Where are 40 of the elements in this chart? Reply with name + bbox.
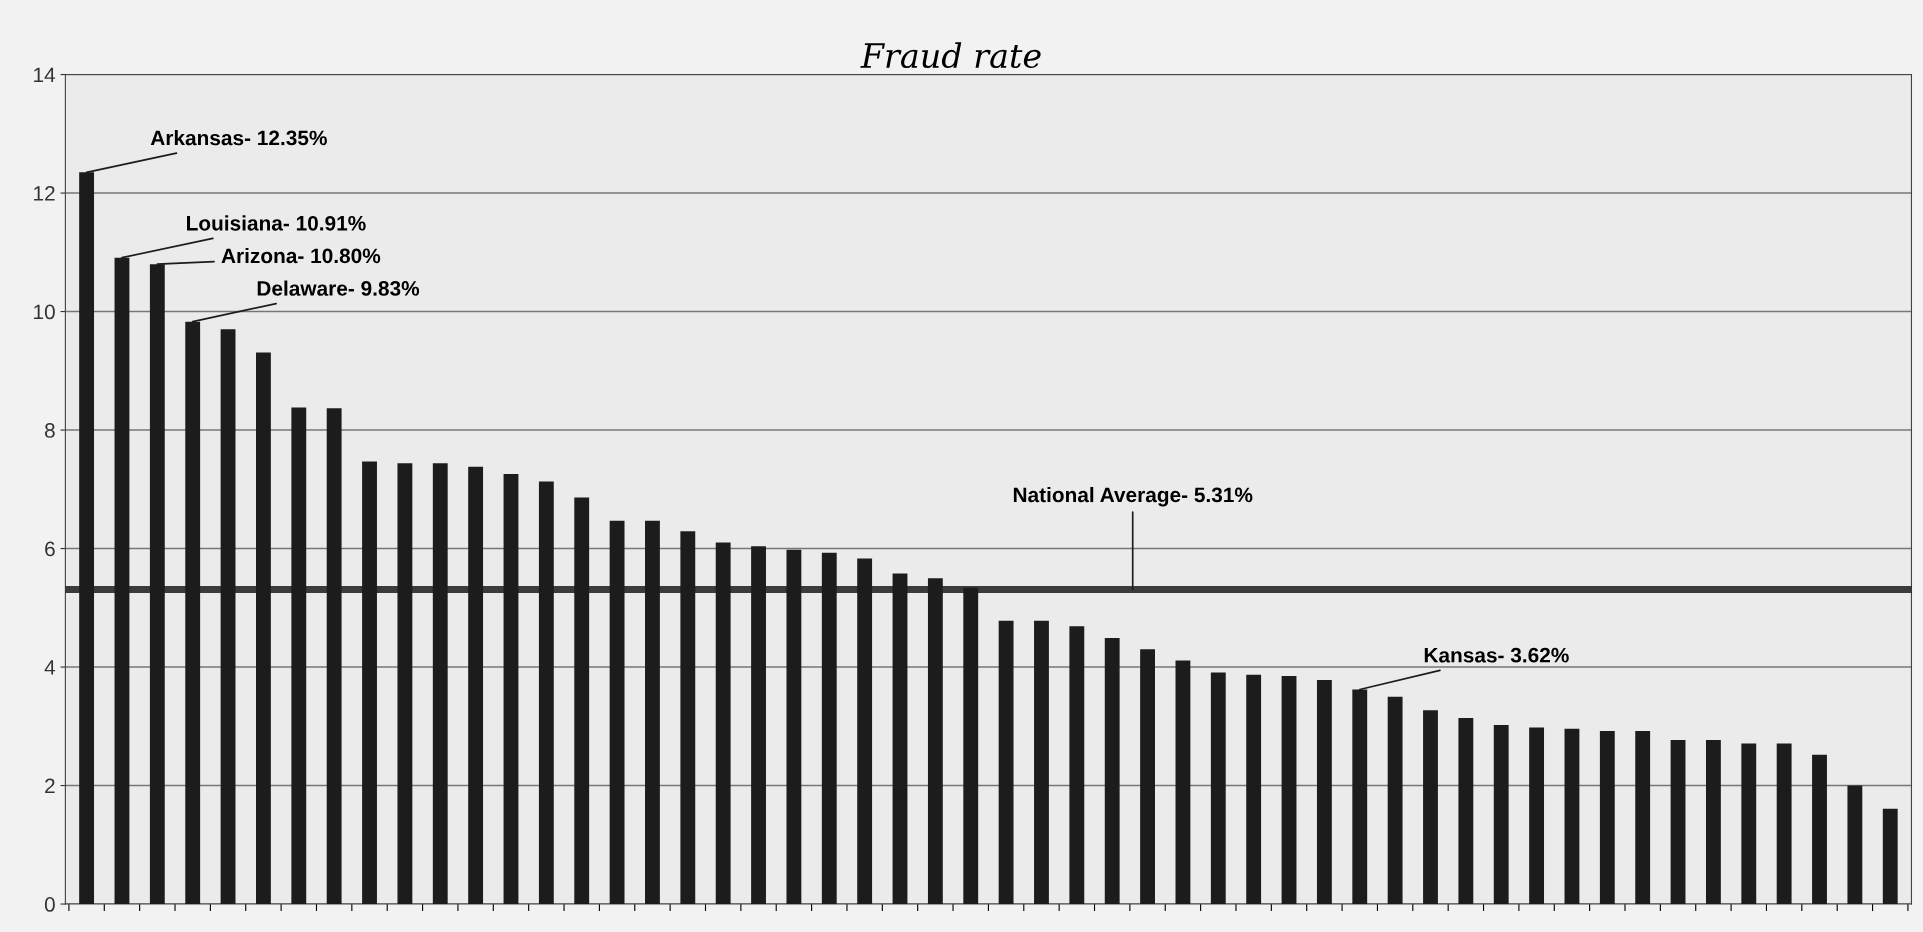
y-tick-label: 6 xyxy=(45,541,55,557)
chart-title: Fraud rate xyxy=(860,42,1041,69)
y-tick-label: 14 xyxy=(34,67,56,83)
bar xyxy=(1423,710,1438,905)
bar xyxy=(1387,696,1403,905)
bar xyxy=(1741,743,1757,905)
y-tick-label: 2 xyxy=(45,778,55,794)
bar xyxy=(1705,739,1721,905)
y-tick-label: 0 xyxy=(44,897,55,912)
bar xyxy=(1529,727,1545,905)
bar xyxy=(1493,725,1509,905)
bar xyxy=(1458,718,1474,905)
bar xyxy=(1776,743,1792,905)
data-label: Delaware- 9.83% xyxy=(257,280,420,296)
data-label: Louisiana- 10.91% xyxy=(187,215,366,231)
bar xyxy=(1635,731,1651,905)
bar xyxy=(1069,626,1085,905)
bar xyxy=(1812,754,1827,905)
bar xyxy=(1847,785,1863,905)
bar xyxy=(1140,649,1155,905)
bar xyxy=(1316,680,1332,905)
bar xyxy=(1281,675,1297,905)
bar xyxy=(1104,638,1120,905)
bar xyxy=(1034,620,1049,905)
bar xyxy=(1246,674,1262,905)
bar xyxy=(1599,731,1615,905)
ref-line-label: National Average- 5.31% xyxy=(1013,486,1253,507)
bar xyxy=(1670,739,1686,905)
y-tick-label: 8 xyxy=(44,423,55,438)
bar xyxy=(1175,660,1191,905)
bar xyxy=(1882,808,1898,905)
bar xyxy=(998,620,1014,905)
bar xyxy=(1564,728,1580,905)
bar xyxy=(1210,672,1226,905)
y-tick-label: 12 xyxy=(34,186,55,201)
y-tick-label: 10 xyxy=(34,304,55,320)
data-label: Arkansas- 12.35% xyxy=(150,130,327,146)
y-tick-label: 4 xyxy=(44,660,56,675)
data-label: Arizona- 10.80% xyxy=(221,247,381,264)
data-label: Kansas- 3.62% xyxy=(1424,647,1569,663)
